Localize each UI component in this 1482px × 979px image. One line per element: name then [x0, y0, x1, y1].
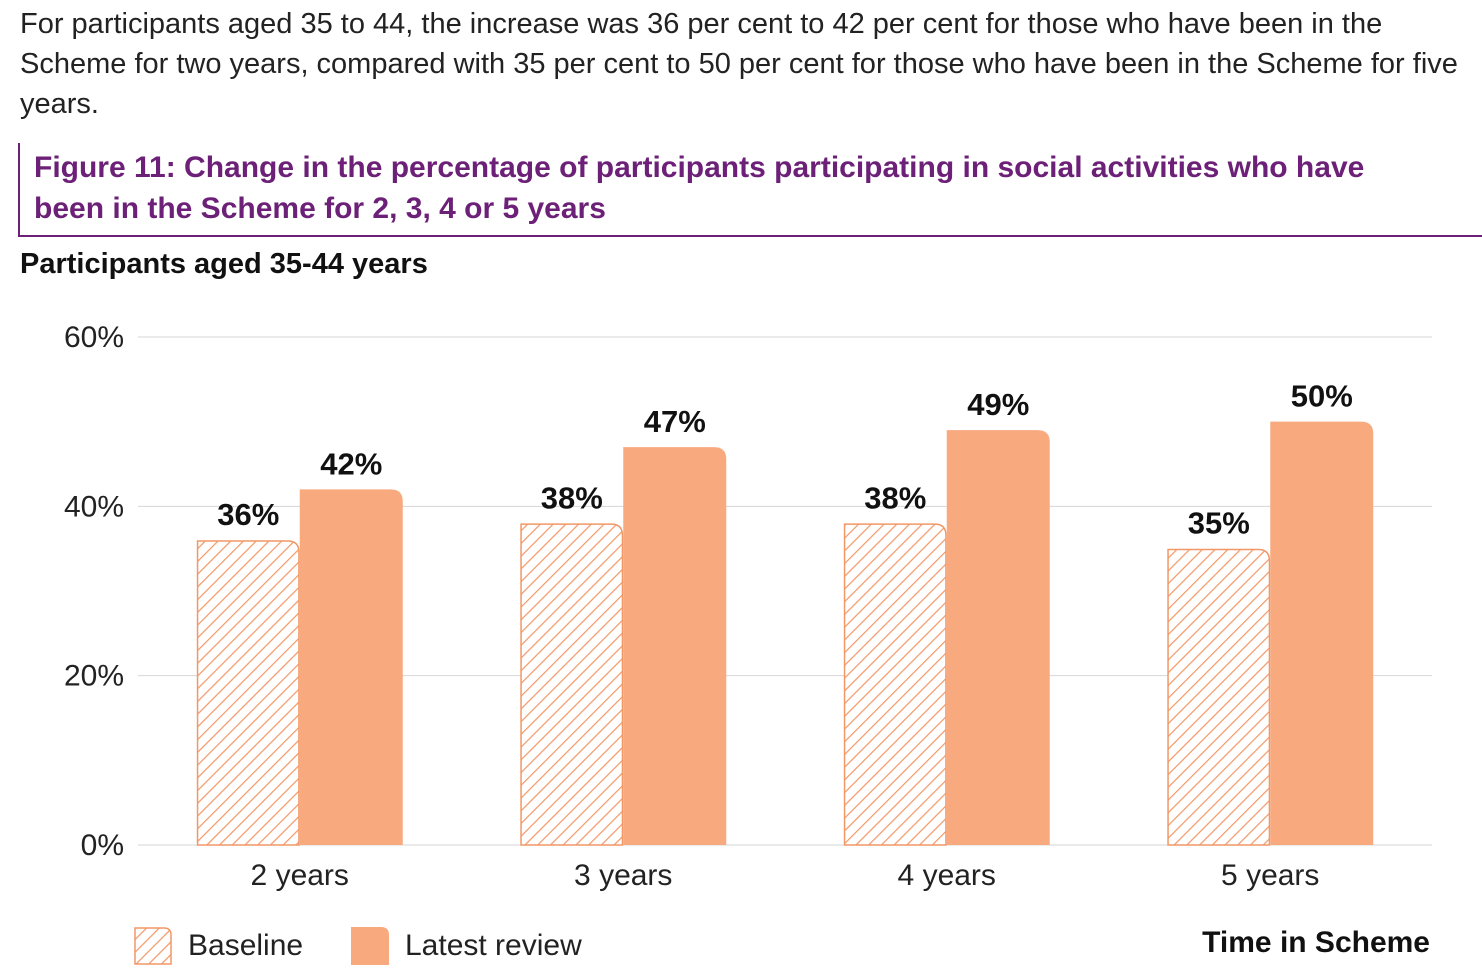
figure-title-box: Figure 11: Change in the percentage of p… — [18, 143, 1482, 237]
x-tick-label: 5 years — [1221, 859, 1319, 892]
y-tick-label: 60% — [64, 321, 124, 354]
legend-label-baseline: Baseline — [188, 929, 304, 962]
legend-label-latest-review: Latest review — [405, 929, 582, 962]
data-label: 36% — [217, 497, 279, 532]
intro-paragraph: For participants aged 35 to 44, the incr… — [20, 8, 1458, 120]
x-tick-label: 3 years — [574, 859, 672, 892]
data-label: 49% — [967, 387, 1029, 422]
data-label: 38% — [864, 480, 926, 515]
x-tick-label: 2 years — [251, 859, 349, 892]
data-label: 42% — [320, 446, 382, 481]
bar-baseline — [1167, 548, 1271, 846]
bar-baseline — [196, 540, 300, 846]
y-tick-label: 0% — [81, 829, 124, 862]
bar-chart: 0% 20% 40% 60% 36% 42% 2 years 38% 47% 3 years 38%… — [64, 321, 1432, 892]
data-label: 38% — [541, 480, 603, 515]
data-label: 35% — [1188, 506, 1250, 541]
x-axis-title: Time in Scheme — [1202, 926, 1430, 959]
chart-subtitle: Participants aged 35-44 years — [20, 248, 428, 280]
latest-review-swatch — [351, 927, 389, 965]
bar-latest-review — [623, 447, 727, 845]
y-tick-label: 20% — [64, 660, 124, 693]
legend-item-latest-review: Latest review — [351, 924, 582, 968]
bar-baseline — [843, 523, 947, 846]
data-label: 50% — [1291, 379, 1353, 414]
legend-item-baseline: Baseline — [134, 924, 303, 968]
bar-latest-review — [946, 430, 1050, 845]
bar-latest-review — [299, 489, 403, 845]
bar-latest-review — [1270, 421, 1374, 845]
bar-baseline — [520, 523, 624, 846]
figure-title: Figure 11: Change in the percentage of p… — [34, 151, 1365, 225]
y-tick-label: 40% — [64, 490, 124, 523]
x-tick-label: 4 years — [898, 859, 996, 892]
baseline-swatch — [134, 927, 172, 965]
data-label: 47% — [644, 404, 706, 439]
